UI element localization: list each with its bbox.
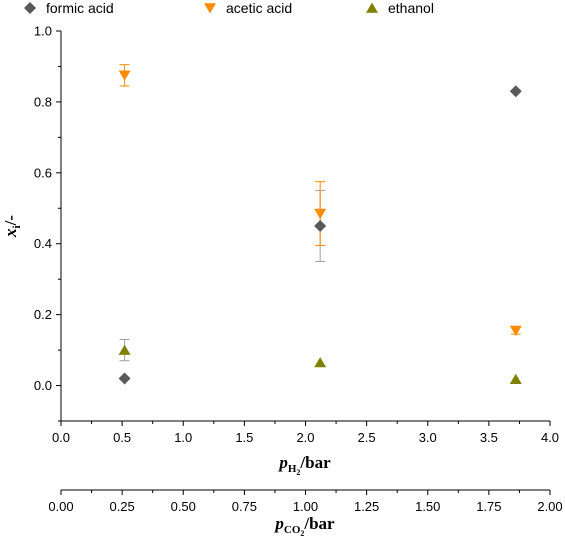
x2-tick-label: 0.75	[232, 499, 257, 514]
ethanol-point	[314, 357, 327, 368]
x-tick-label: 4.0	[541, 430, 559, 445]
acetic-acid-point	[314, 208, 327, 219]
legend-label-ethanol: ethanol	[388, 0, 434, 16]
legend-label-formic-acid: formic acid	[46, 0, 114, 16]
ethanol-point	[118, 344, 131, 355]
x2-tick-label: 1.00	[293, 499, 318, 514]
acetic-acid-point	[509, 325, 522, 336]
x-tick-label: 0.0	[52, 430, 70, 445]
y-tick-label: 0.6	[34, 165, 52, 180]
legend-marker-formic-acid	[24, 2, 36, 14]
x2-axis-title: pCO2/bar	[273, 514, 335, 538]
x2-tick-label: 1.25	[354, 499, 379, 514]
x-tick-label: 0.5	[113, 430, 131, 445]
legend-marker-ethanol	[366, 2, 378, 13]
y-tick-label: 0.8	[34, 94, 52, 109]
x2-tick-label: 0.25	[109, 499, 134, 514]
formic-acid-point	[118, 372, 131, 385]
x2-tick-label: 2.00	[537, 499, 562, 514]
x-tick-label: 2.0	[296, 430, 314, 445]
acetic-acid-point	[118, 70, 131, 81]
x-tick-label: 2.5	[358, 430, 376, 445]
formic-acid-point	[509, 85, 522, 98]
x2-tick-label: 1.75	[476, 499, 501, 514]
x2-tick-label: 0.50	[171, 499, 196, 514]
x2-tick-label: 1.50	[415, 499, 440, 514]
formic-acid-point	[314, 220, 327, 232]
x2-tick-label: 0.00	[48, 499, 73, 514]
x-tick-label: 1.0	[174, 430, 192, 445]
x-tick-label: 3.0	[419, 430, 437, 445]
y-tick-label: 0.0	[34, 378, 52, 393]
x-tick-label: 3.5	[480, 430, 498, 445]
y-tick-label: 1.0	[34, 24, 52, 39]
ethanol-point	[509, 373, 522, 384]
x-axis-title: pH2/bar	[277, 453, 331, 477]
y-axis-title: xi/-	[1, 215, 23, 238]
x-tick-label: 1.5	[235, 430, 253, 445]
legend-label-acetic-acid: acetic acid	[226, 0, 292, 16]
legend-marker-acetic-acid	[204, 3, 216, 14]
y-tick-label: 0.2	[34, 307, 52, 322]
y-tick-label: 0.4	[34, 236, 52, 251]
